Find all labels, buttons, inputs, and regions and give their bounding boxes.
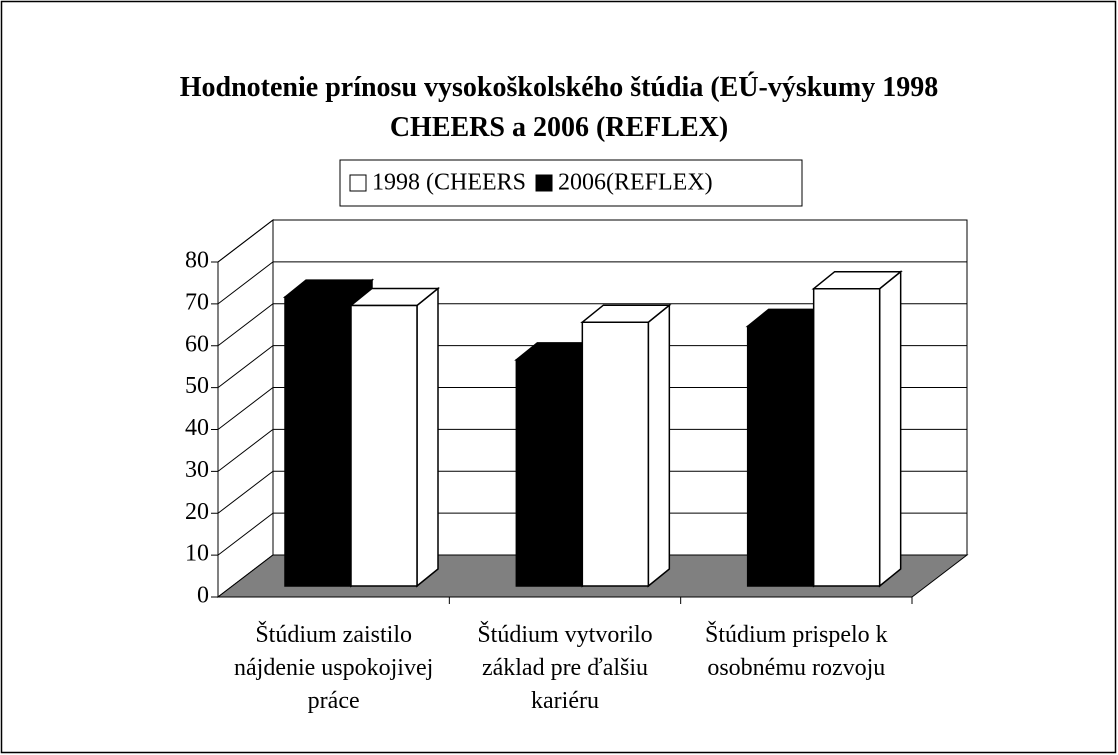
bar-side [878, 270, 902, 588]
bar-front [350, 304, 418, 587]
bar-side [416, 286, 439, 588]
y-tick-label: 40 [185, 415, 209, 441]
grid-line [217, 303, 967, 347]
grid-line [217, 261, 967, 305]
legend: 1998 (CHEERS 2006(REFLEX) [339, 159, 803, 207]
x-tick-label: Štúdium zaistilo nájdenie uspokojivej pr… [234, 622, 434, 714]
grid-line [217, 387, 967, 430]
legend-box [339, 159, 803, 207]
y-tick-label: 20 [185, 499, 209, 525]
y-tick-label: 0 [197, 583, 209, 609]
chart-title: Hodnotenie prínosu vysokoškolského štúdi… [179, 72, 939, 143]
legend-label: 2006(REFLEX) [558, 170, 713, 196]
legend-label: 1998 (CHEERS [372, 170, 526, 196]
bar [811, 270, 903, 588]
bar-front [284, 296, 352, 587]
grid-line [217, 345, 967, 389]
bar [348, 286, 441, 588]
y-tick-label: 50 [185, 373, 209, 399]
bar-front [515, 359, 584, 587]
y-tick-label: 10 [185, 541, 209, 567]
grid-line [217, 470, 967, 514]
y-tick-label: 80 [185, 248, 209, 274]
bar-front [812, 287, 881, 587]
bar [580, 303, 672, 588]
x-tick-label: Štúdium prispelo k osobnému rozvoju [704, 622, 888, 681]
grid-line [217, 428, 967, 472]
y-tick-label: 70 [185, 289, 209, 315]
bar-side [647, 303, 671, 588]
legend-swatch [349, 174, 367, 192]
legend-swatch [535, 174, 553, 192]
grid-line [217, 219, 967, 263]
x-tick-label: Štúdium vytvorilo základ pre ďalšiu kari… [477, 622, 653, 714]
y-tick-label: 30 [185, 457, 209, 483]
y-tick-label: 60 [185, 331, 209, 357]
bar-front [746, 325, 815, 587]
grid-line [217, 512, 967, 556]
bar-front [581, 321, 650, 587]
